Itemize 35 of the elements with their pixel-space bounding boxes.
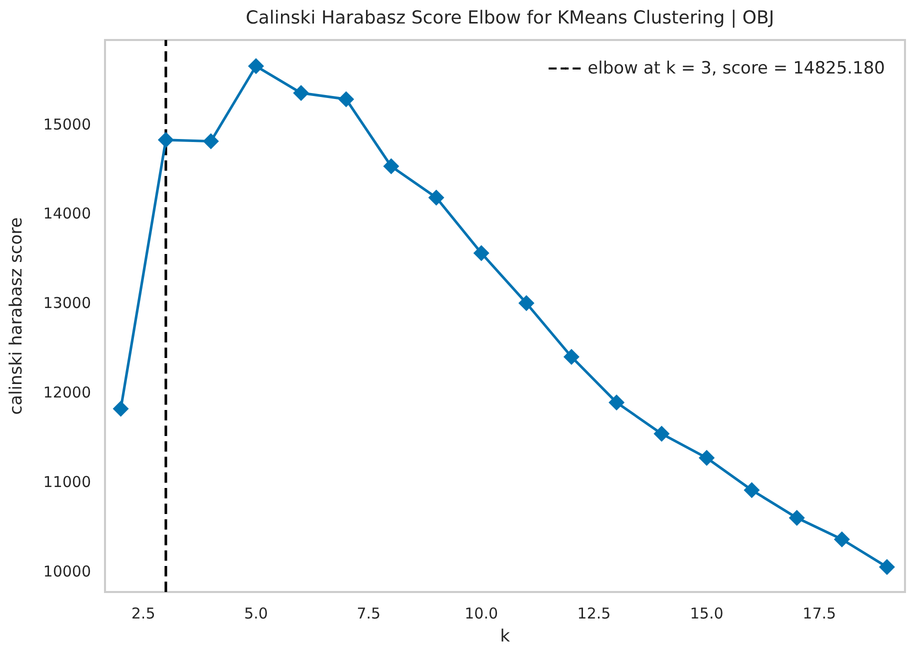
- y-tick-label: 11000: [43, 473, 91, 492]
- point: [202, 133, 219, 150]
- x-tick-label: 15.0: [690, 604, 724, 622]
- point: [158, 132, 174, 148]
- point: [473, 245, 490, 262]
- point: [744, 482, 760, 498]
- y-tick-label: 14000: [43, 204, 91, 223]
- x-axis-title: k: [500, 626, 510, 646]
- y-tick-label: 10000: [43, 562, 91, 581]
- point: [608, 394, 625, 410]
- x-tick-label: 17.5: [802, 604, 836, 622]
- point: [654, 426, 670, 442]
- x-tick-label: 5.0: [244, 604, 268, 622]
- point: [788, 510, 805, 526]
- point: [338, 91, 354, 108]
- point: [518, 295, 534, 312]
- x-tick-label: 2.5: [131, 604, 156, 622]
- point: [834, 531, 850, 548]
- point: [112, 400, 129, 417]
- point: [428, 190, 444, 206]
- point: [878, 559, 895, 576]
- point: [563, 348, 580, 365]
- y-axis-title: calinski harabasz score: [6, 217, 26, 415]
- y-tick-label: 12000: [43, 384, 91, 402]
- point: [698, 450, 715, 466]
- y-tick-label: 13000: [43, 294, 91, 312]
- x-tick-label: 10.0: [464, 604, 498, 622]
- y-tick-label: 15000: [43, 115, 91, 134]
- ref-line-label: elbow at k = 3, score = 14825.180: [588, 58, 886, 78]
- point: [383, 158, 400, 174]
- x-tick-label: 7.5: [356, 604, 381, 622]
- chart-title: Calinski Harabasz Score Elbow for KMeans Clustering | OBJ: [246, 8, 774, 28]
- x-tick-label: 12.5: [577, 604, 611, 622]
- point: [248, 58, 264, 74]
- point: [293, 84, 310, 101]
